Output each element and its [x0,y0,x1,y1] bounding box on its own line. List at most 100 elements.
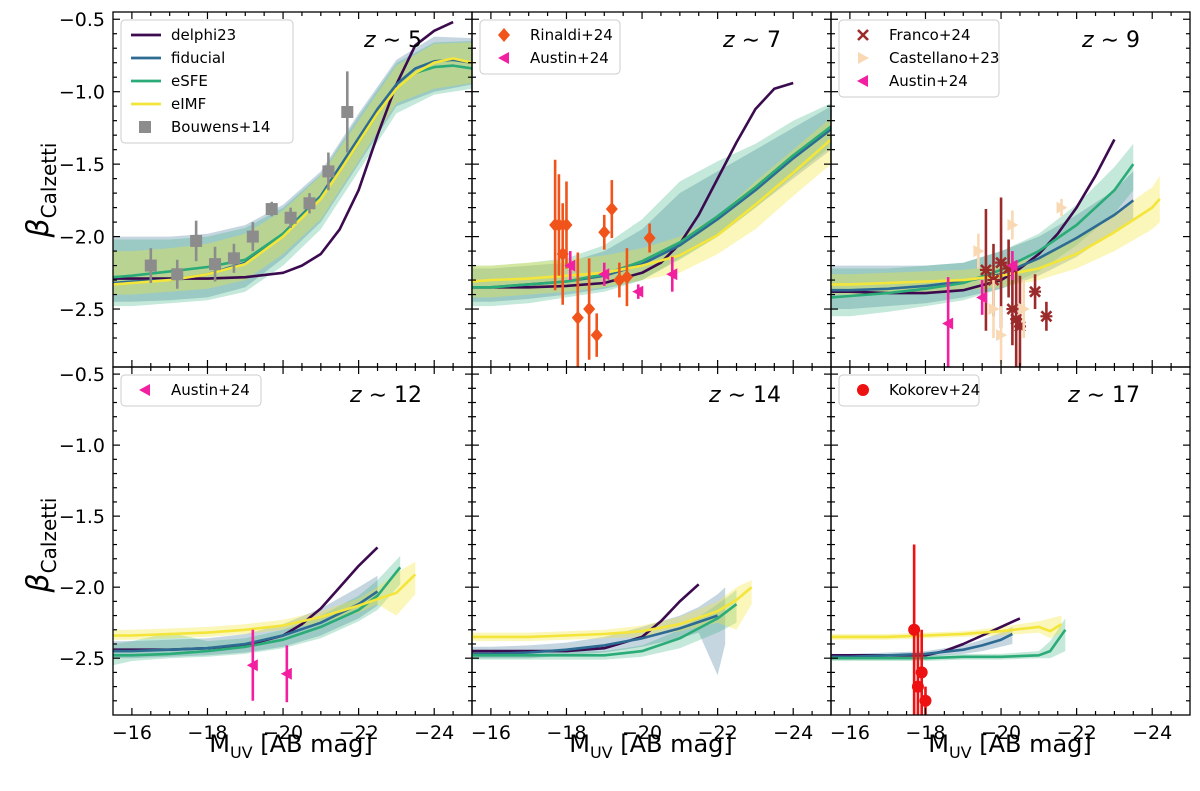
panel-2-point-Rinaldi24 [560,218,573,232]
panel-3-point-Castellano23 [1056,201,1068,214]
panel-5-redshift-z: z [708,383,721,408]
panel-5-xtick-label: −22 [698,722,738,744]
panel-3-point-Franco24-stroke-b [995,256,1007,269]
panel-4-xtick-label: −20 [263,722,303,744]
panel-4-legend-marker-Austin24 [139,384,150,396]
panel-5-band-eIMF [472,580,752,642]
panel-3-legend: Franco+24 Castellano+23 Austin+24 [838,19,1000,98]
x-axis-label-3: MUV [AB mag] [928,730,1092,762]
panel-5-frame [471,366,832,716]
panel-2-point-Austin24 [598,268,610,281]
panel-3-band-eIMF [831,175,1160,295]
panel-6-line-fiducial [831,632,1013,659]
panel-1-point-Bouwens14 [341,105,354,118]
panel-3-point-Franco24-stroke-b [980,263,992,276]
panel-3-band-eSFE [831,143,1134,317]
panel-2-legend-label-Rinaldi24: Rinaldi+24 [530,26,613,44]
panel-4-plot-area [113,546,417,703]
panel-6-band-eIMF [831,615,1062,640]
panel-4-frame [112,366,473,716]
panel-2-legend-label-Austin24: Austin+24 [530,49,609,67]
panel-3-point-Franco24-stroke-b [1029,285,1041,298]
panel-1-ytick-label: −0.5 [59,9,105,31]
panel-2-point-Rinaldi24 [571,310,584,325]
panel-1-point-Bouwens14 [171,268,184,281]
panel-5-redshift-label: z ∼ 14 [708,383,781,408]
panel-3-legend-label-Austin24: Austin+24 [889,72,968,90]
panel-3-point-Franco24 [1040,310,1053,323]
panel-1-redshift-z: z [363,28,376,53]
panel-3-point-Castellano23 [973,245,985,258]
y-axis-label-top: βCalzetti [21,143,61,239]
panel-4-legend: Austin+24 [120,374,262,407]
panel-4-ytick-label: −2.0 [59,577,105,599]
panel-4-xtick-label: −22 [339,722,379,744]
panel-3: z ∼ 9 Franco+24 Castellano+23 Austin+24 [830,11,1191,368]
panel-4-xtick-label: −18 [187,722,227,744]
panel-3-plot-area [831,138,1161,367]
panel-6-point-Kokorev24 [919,694,932,707]
panel-1-ytick-label: −1.0 [59,82,105,104]
panel-2-point-Rinaldi24 [590,328,603,343]
panel-4-legend-box [120,374,262,407]
panel-1-legend-label-Bouwens14: Bouwens+14 [171,118,270,136]
panel-2-line-delphi23 [472,81,794,289]
axis-labels: βCalzetti βCalzetti MUV [AB mag] MUV [AB… [21,143,1092,762]
panel-6: −16 −18 −20 −22 −24 z ∼ 17 Kokorev+24 [830,366,1191,744]
panel-1-point-Bouwens14 [322,165,335,178]
panel-2-point-Rinaldi24 [620,270,633,285]
panel-4-point-Austin24 [280,667,292,680]
panel-1-legend-label-eIMF: eIMF [171,95,206,113]
panel-3-redshift-z: z [1081,28,1094,53]
panel-2-point-Austin24 [632,285,644,298]
panel-4-ytick-label: −1.0 [59,435,105,457]
panel-2-legend-box [479,19,621,75]
panel-6-line-eSFE [831,629,1067,660]
panel-2-redshift-label: z ∼ 7 [722,28,781,53]
panel-3-point-Austin24 [976,291,988,304]
panel-2-band-eSFE [472,103,831,307]
panel-6-point-Kokorev24 [915,666,928,679]
panel-3-legend-marker-Franco24 [857,29,869,41]
panel-5-redshift-value: ∼ 14 [721,383,781,408]
panel-1-plot-area [113,20,472,307]
panel-5-plot-area [472,580,753,676]
panel-1-point-Bouwens14 [265,203,278,216]
panel-1-point-Bouwens14 [190,234,203,247]
panel-3-legend-marker-Franco24-stroke-b [857,29,869,41]
panel-4-point-Austin24 [246,659,258,672]
panel-1-legend-label-delphi23: delphi23 [171,26,236,44]
panel-2-point-Austin24 [564,259,576,272]
y-axis-label-bottom: βCalzetti [21,498,61,594]
panel-1-line-eIMF [113,57,472,286]
panel-3-band-fiducial [831,171,1134,309]
panel-1-point-Bouwens14 [144,259,157,272]
panel-6-redshift-value: ∼ 17 [1080,383,1140,408]
panel-3-point-Castellano23 [1007,219,1019,231]
panel-2-redshift-z: z [722,28,735,53]
panel-3-point-Castellano23 [1018,303,1030,316]
panel-6-plot-area [831,544,1067,715]
panel-5-xtick-label: −24 [773,722,813,744]
panel-3-point-Franco24-stroke-b [1040,310,1053,323]
panel-4-band-fiducial [113,575,378,659]
panel-1-ytick-label: −1.5 [59,154,105,176]
panel-4-ytick-label: −2.5 [59,648,105,670]
panel-3-redshift-value: ∼ 9 [1094,28,1140,53]
panel-4-xtick-label: −16 [112,722,152,744]
panel-1-legend-box [120,19,294,144]
x-axis-label-1: MUV [AB mag] [209,730,373,762]
panel-4-xtick-label: −24 [414,722,454,744]
panel-4-redshift-z: z [349,383,362,408]
panel-3-legend-label-Castellano23: Castellano+23 [889,49,999,67]
panel-4-ytick-label: −0.5 [59,364,105,386]
panel-6-xtick-label: −18 [905,722,945,744]
panel-5-line-delphi23 [472,583,700,653]
panel-6-redshift-label: z ∼ 17 [1067,383,1140,408]
panel-5: −16 −18 −20 −22 −24 z ∼ 14 [471,366,832,744]
panel-1-point-Bouwens14 [246,230,259,243]
panel-1-legend: delphi23 fiducial eSFE eIMF Bouwens+14 [120,19,294,144]
panels: −0.5 −1.0 −1.5 −2.0 −2.5 z ∼ 5 delphi23 fiducia… [59,9,1191,744]
panel-1-redshift-value: ∼ 5 [376,28,422,53]
